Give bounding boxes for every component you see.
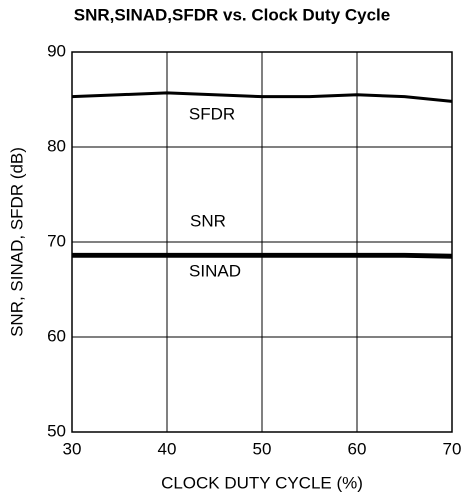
plot-frame (71, 51, 453, 433)
series-label: SFDR (189, 104, 235, 123)
series-line (72, 254, 453, 259)
y-tick-label: 60 (47, 326, 66, 345)
x-tick-label: 70 (443, 439, 462, 458)
series-label: SINAD (189, 261, 241, 280)
y-tick-label: 90 (47, 41, 66, 60)
y-tick-label: 80 (47, 136, 66, 155)
y-tick-label: 70 (47, 231, 66, 250)
x-tick-label: 60 (348, 439, 367, 458)
x-axis-label: CLOCK DUTY CYCLE (%) (161, 473, 363, 492)
series-label: SNR (190, 211, 226, 230)
y-axis-label: SNR, SINAD, SFDR (dB) (7, 147, 26, 337)
series-line (71, 91, 453, 103)
y-tick-label: 50 (47, 421, 66, 440)
series-line (72, 252, 453, 257)
x-tick-label: 30 (63, 439, 82, 458)
chart-title: SNR,SINAD,SFDR vs. Clock Duty Cycle (74, 5, 390, 24)
x-tick-label: 50 (253, 439, 272, 458)
x-tick-label: 40 (158, 439, 177, 458)
